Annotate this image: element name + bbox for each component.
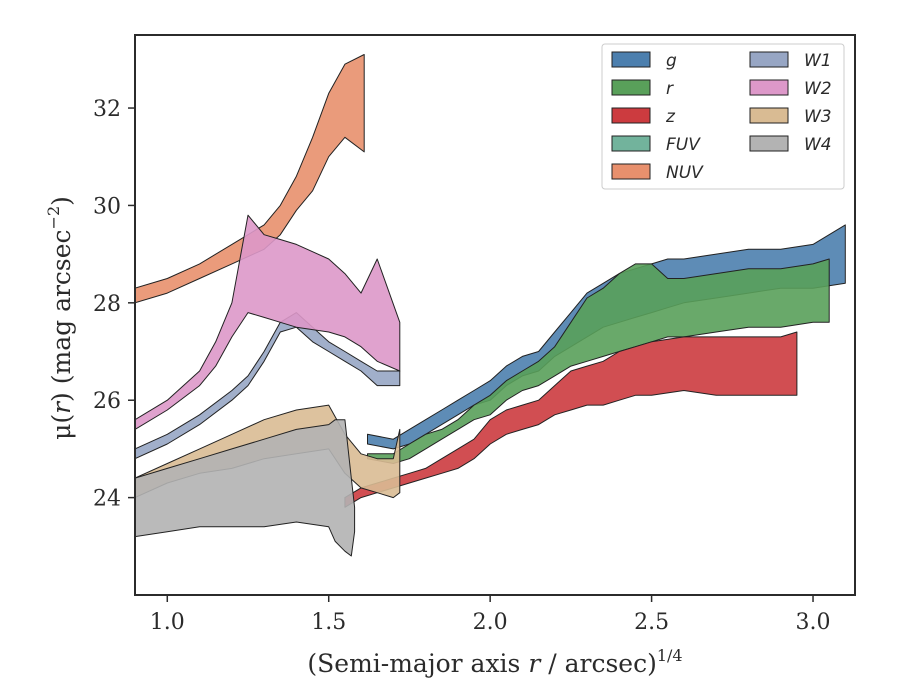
y-axis-label: μ(r) (mag arcsec−2) (44, 196, 76, 440)
plot-frame (134, 34, 856, 596)
legend-label-w2: W2 (804, 79, 832, 99)
band-r (367, 258, 830, 464)
legend-label-fuv: FUV (666, 135, 701, 155)
y-tick-label: 32 (93, 97, 121, 122)
legend-swatch-w3 (749, 107, 789, 124)
x-tick-label: 2.5 (634, 610, 669, 635)
legend-label-w4: W4 (804, 135, 832, 155)
legend-label-nuv: NUV (666, 163, 704, 183)
y-tick-label: 30 (93, 194, 121, 219)
legend-swatch-nuv (611, 163, 651, 180)
legend-label-w3: W3 (804, 107, 832, 127)
legend-swatch-r (611, 79, 651, 96)
x-tick-label: 1.0 (150, 610, 185, 635)
y-axis-ticks: 24 26 28 30 32 (93, 97, 135, 512)
legend: grz FUV NUV W1 W2 W3 W4 (601, 43, 845, 190)
y-tick-label: 28 (93, 292, 121, 317)
legend-items: grz FUV NUV W1 W2 W3 W4 (611, 51, 832, 183)
band-z (344, 331, 798, 508)
y-tick-label: 24 (93, 487, 121, 512)
legend-swatch-z (611, 107, 651, 124)
band-w4 (135, 419, 356, 557)
x-axis-label: (Semi-major axis r / arcsec)1/4 (307, 646, 682, 678)
legend-label-r: r (666, 79, 674, 99)
x-axis-ticks: 1.0 1.5 2.0 2.5 3.0 (150, 595, 831, 635)
y-tick-label: 26 (93, 389, 121, 414)
legend-swatch-fuv (611, 135, 651, 152)
legend-label-w1: W1 (804, 51, 832, 71)
legend-swatch-w2 (749, 79, 789, 96)
band-w2 (135, 214, 401, 430)
legend-swatch-w4 (749, 135, 789, 152)
x-tick-label: 2.0 (473, 610, 508, 635)
legend-label-z: z (665, 107, 676, 127)
legend-swatch-g (611, 51, 651, 68)
profile-bands (135, 54, 846, 557)
x-tick-label: 3.0 (796, 610, 831, 635)
legend-label-g: g (666, 51, 677, 71)
x-tick-label: 1.5 (311, 610, 346, 635)
legend-swatch-w1 (749, 51, 789, 68)
